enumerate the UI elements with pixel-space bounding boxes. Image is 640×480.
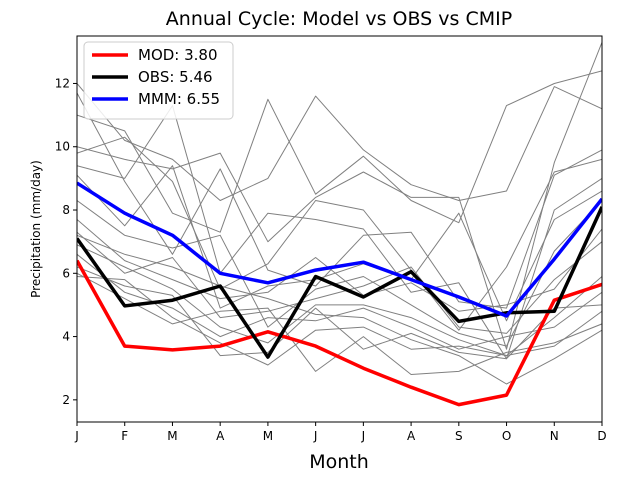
ensemble-line-11	[77, 244, 602, 357]
legend-label-mod: MOD: 3.80	[138, 46, 218, 64]
x-tick-label: O	[502, 429, 511, 443]
x-tick-label: M	[167, 429, 177, 443]
x-tick-label: N	[550, 429, 559, 443]
ensemble-line-3	[77, 42, 602, 350]
ensemble-line-5	[77, 105, 602, 360]
x-tick-label: J	[361, 429, 366, 443]
y-tick-label: 12	[55, 76, 70, 90]
y-tick-label: 2	[62, 393, 70, 407]
series-line-obs	[77, 206, 602, 359]
x-tick-label: F	[121, 429, 128, 443]
series-line-mmm	[77, 181, 602, 318]
y-tick-label: 8	[62, 203, 70, 217]
x-tick-label: S	[455, 429, 463, 443]
x-axis-label: Month	[309, 451, 369, 473]
x-tick-label: A	[216, 429, 225, 443]
x-tick-label: J	[74, 429, 79, 443]
legend-label-obs: OBS: 5.46	[138, 68, 213, 86]
highlight-series-lines	[77, 181, 602, 407]
legend-label-mmm: MMM: 6.55	[138, 90, 220, 108]
ensemble-line-14	[77, 276, 602, 366]
ensemble-line-1	[77, 83, 602, 201]
series-line-mod	[77, 259, 602, 407]
y-axis-label: Precipitation (mm/day)	[29, 160, 43, 298]
ensemble-line-4	[77, 136, 602, 331]
ensemble-line-12	[77, 253, 602, 350]
cmip-ensemble-lines	[77, 42, 602, 385]
chart-title: Annual Cycle: Model vs OBS vs CMIP	[166, 8, 512, 30]
x-tick-label: A	[407, 429, 416, 443]
ensemble-line-9	[77, 219, 602, 312]
x-tick-label: J	[313, 429, 318, 443]
x-tick-label: D	[597, 429, 606, 443]
axes-frame	[76, 35, 603, 423]
ensemble-line-16	[77, 272, 602, 375]
y-tick-label: 10	[55, 140, 70, 154]
ensemble-line-10	[77, 231, 602, 334]
ensemble-line-6	[77, 92, 602, 309]
plot-area: J F M A M J J A S O N D 2 4 6 8 10 12 MOD: 3.80 OBS: 5.46 MM…	[55, 35, 607, 443]
x-tick-label: M	[263, 429, 273, 443]
ensemble-line-2	[77, 70, 602, 233]
ensemble-line-8	[77, 200, 602, 347]
y-tick-label: 6	[62, 266, 70, 280]
legend: MOD: 3.80 OBS: 5.46 MMM: 6.55	[83, 41, 234, 120]
y-tick-label: 4	[62, 330, 70, 344]
